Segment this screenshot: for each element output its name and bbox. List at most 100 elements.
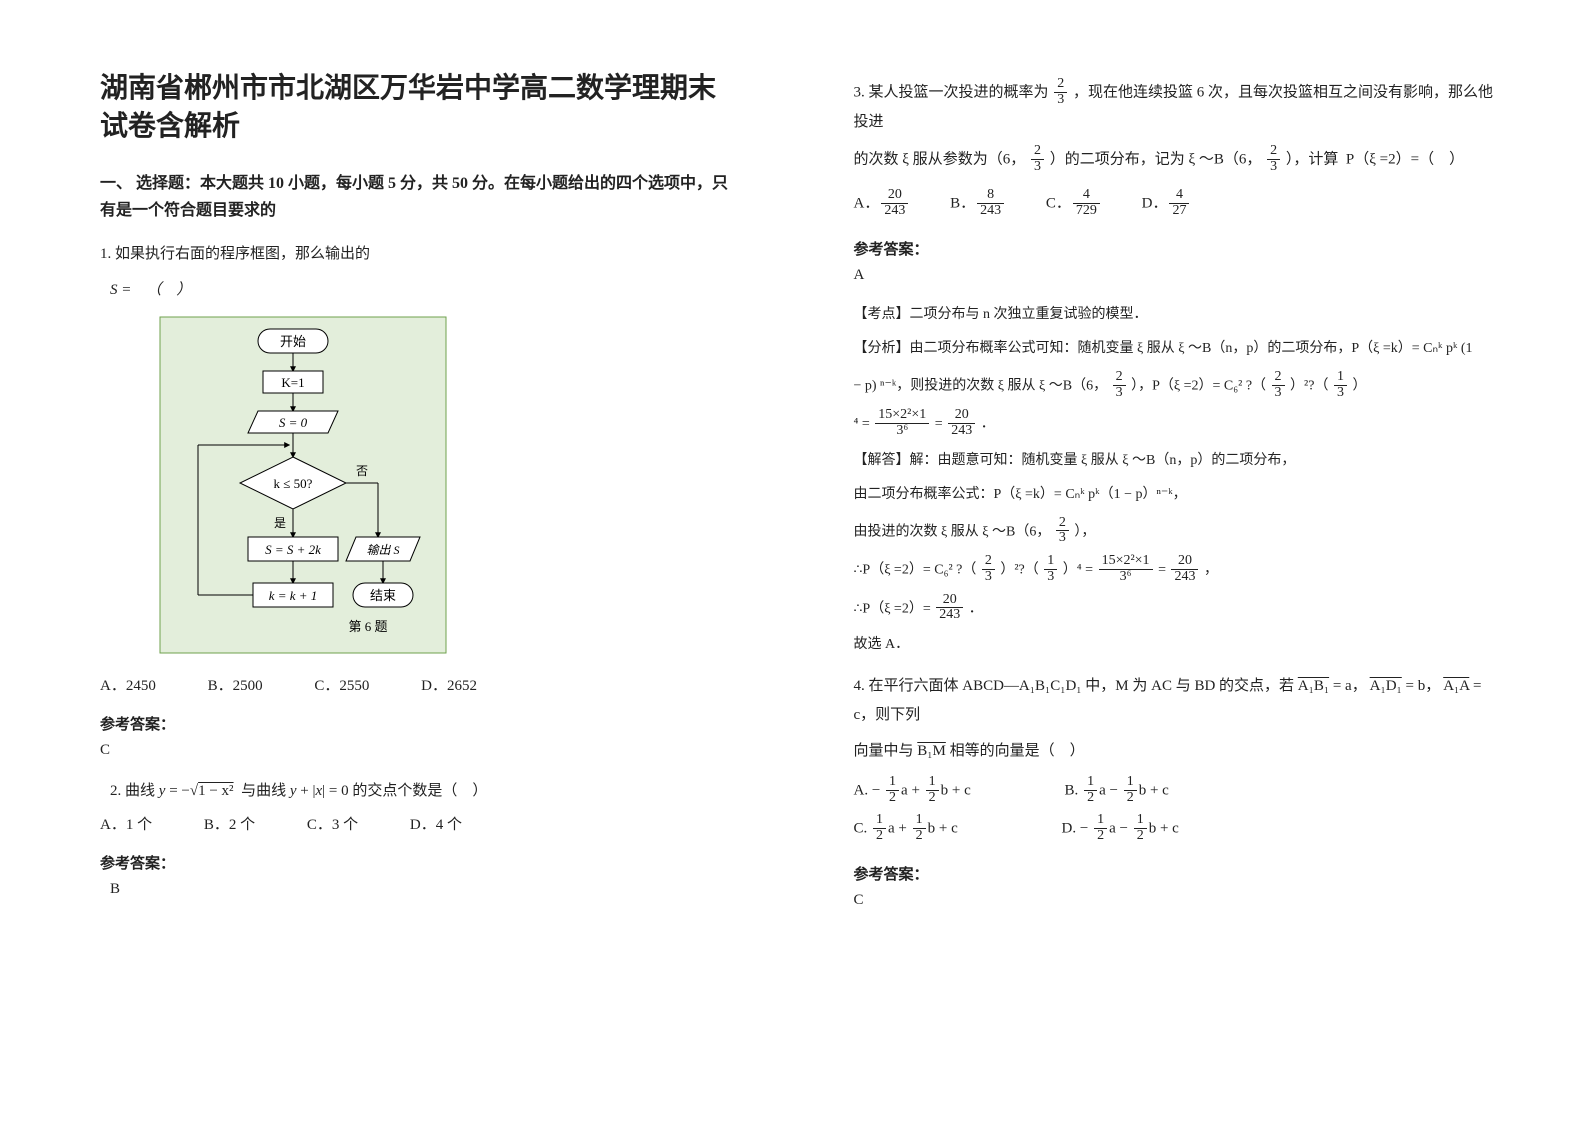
q1-flowchart: 开始 K=1 S = 0 k ≤ 50? 否 是 xyxy=(158,315,448,660)
fc-kinit: K=1 xyxy=(281,375,304,390)
q3-jieda-4: ∴P（ξ =2）= C₆² ?（ 23 ）²?（ 13 ）⁴ = 15×2²×1… xyxy=(854,555,1498,585)
frac-calc: 15×2²×13⁶ xyxy=(1099,554,1153,584)
n: 2 xyxy=(1267,144,1280,160)
q3-opt-c: C．4729 xyxy=(1046,189,1102,219)
d: 243 xyxy=(977,204,1004,219)
frac-20-243: 20243 xyxy=(936,593,963,623)
n: 2 xyxy=(1031,144,1044,160)
section-1-heading: 一、 选择题：本大题共 10 小题，每小题 5 分，共 50 分。在每小题给出的… xyxy=(100,170,734,224)
d: 2 xyxy=(1094,829,1107,844)
t: = xyxy=(1158,563,1169,578)
t: − p) ⁿ⁻ᵏ，则投进的次数 ξ 服从 ξ ～B（6， xyxy=(854,378,1108,393)
d: 3⁶ xyxy=(1099,570,1153,585)
q3-t3: 的次数 ξ 服从参数为（6， xyxy=(854,152,1026,168)
fc-sinit: S = 0 xyxy=(279,415,308,430)
n: 15×2²×1 xyxy=(1099,554,1153,570)
d: 243 xyxy=(948,424,975,439)
t: 4. 在平行六面体 ABCD—A₁B₁C₁D₁ 中，M 为 AC 与 BD 的交… xyxy=(854,678,1298,694)
q3-kaodian: 【考点】二项分布与 n 次独立重复试验的模型． xyxy=(854,302,1498,329)
q1-opt-b: B．2500 xyxy=(208,674,263,695)
q3-jieda-3: 由投进的次数 ξ 服从 ξ ～B（6， 23 ）， xyxy=(854,517,1498,547)
d: 2 xyxy=(913,829,926,844)
q3-t1: 3. 某人投篮一次投进的概率为 xyxy=(854,85,1053,101)
fc-caption: 第 6 题 xyxy=(348,619,387,634)
d: 2 xyxy=(926,791,939,806)
n: 1 xyxy=(913,813,926,829)
d: 27 xyxy=(1169,204,1189,219)
vec-a1b1: A₁B₁ xyxy=(1298,678,1329,694)
n: 1 xyxy=(1044,554,1057,570)
d: 2 xyxy=(1134,829,1147,844)
n: 1 xyxy=(1134,813,1147,829)
q4-answer-label: 参考答案： xyxy=(854,863,1498,884)
fc-yes: 是 xyxy=(274,516,286,530)
q3-final: 故选 A． xyxy=(854,632,1498,659)
t: ⁴ = xyxy=(854,417,870,432)
fc-cond: k ≤ 50? xyxy=(274,476,313,491)
t: = b， xyxy=(1402,678,1440,694)
t: 相等的向量是（ ） xyxy=(950,743,1085,759)
n: 1 xyxy=(1094,813,1107,829)
q2-stem: 2. 曲线 y = −√1 − x² 与曲线 y + |x| = 0 的交点个数… xyxy=(110,777,734,806)
q3-t5: ），计算 P（ξ =2）=（ ） xyxy=(1286,152,1464,168)
q4-stem-1: 4. 在平行六面体 ABCD—A₁B₁C₁D₁ 中，M 为 AC 与 BD 的交… xyxy=(854,672,1498,729)
q3-options: A．20243 B．8243 C．4729 D．427 xyxy=(854,189,1498,219)
q2-opt-d-val: 4 个 xyxy=(436,817,462,833)
d: 3 xyxy=(982,570,995,585)
n: 1 xyxy=(1334,370,1347,386)
q2-options: A．1 个 B．2 个 C．3 个 D．4 个 xyxy=(100,813,734,834)
t: ． xyxy=(969,601,983,616)
n: 1 xyxy=(886,775,899,791)
frac-20-243: 20243 xyxy=(1171,554,1198,584)
d: 3 xyxy=(1267,160,1280,175)
n: 4 xyxy=(1169,188,1189,204)
fc-end: 结束 xyxy=(370,588,396,603)
n: 8 xyxy=(977,188,1004,204)
t: ， xyxy=(1204,563,1218,578)
fc-updates: S = S + 2k xyxy=(265,542,321,557)
q4-options-row1: A. − 12a + 12b + c B. 12a − 12b + c xyxy=(854,776,1498,806)
q2-answer: B xyxy=(110,881,734,898)
q1-s-equals: S = （ ） xyxy=(110,276,734,305)
flowchart-svg: 开始 K=1 S = 0 k ≤ 50? 否 是 xyxy=(158,315,448,655)
t: 向量中与 xyxy=(854,743,918,759)
fc-start: 开始 xyxy=(280,334,306,349)
d: 2 xyxy=(1084,791,1097,806)
q3-opt-a: A．20243 xyxy=(854,189,911,219)
n: 20 xyxy=(948,408,975,424)
t: 【分析】由二项分布概率公式可知：随机变量 ξ 服从 ξ ～B（n，p）的二项分布… xyxy=(854,341,1473,356)
q4-opt-b: B. 12a − 12b + c xyxy=(1065,776,1169,806)
q3-jieda-2: 由二项分布概率公式：P（ξ =k）= Cₙᵏ pᵏ（1 − p）ⁿ⁻ᵏ， xyxy=(854,482,1498,509)
d: 2 xyxy=(886,791,899,806)
d: 3 xyxy=(1044,570,1057,585)
d: 3 xyxy=(1056,531,1069,546)
fc-updatek: k = k + 1 xyxy=(269,588,318,603)
n: 20 xyxy=(936,593,963,609)
frac-20-243: 20243 xyxy=(948,408,975,438)
d: 3 xyxy=(1334,386,1347,401)
frac-2-3: 23 xyxy=(1272,370,1285,400)
frac-calc: 15×2²×13⁶ xyxy=(875,408,929,438)
q1-opt-d: D．2652 xyxy=(421,674,477,695)
fc-output: 输出 S xyxy=(366,543,399,557)
n: 2 xyxy=(1054,77,1067,93)
d: 243 xyxy=(881,204,908,219)
n: 2 xyxy=(982,554,995,570)
q2-opt-b: B．2 个 xyxy=(204,813,255,834)
q3-opt-b: B．8243 xyxy=(950,189,1006,219)
frac-2-3: 23 xyxy=(1113,370,1126,400)
q2-opt-a: A．1 个 xyxy=(100,813,152,834)
q4-opt-c: C. 12a + 12b + c xyxy=(854,814,958,844)
d: 2 xyxy=(1124,791,1137,806)
q1-opt-c-val: 2550 xyxy=(339,678,369,694)
d: 3 xyxy=(1113,386,1126,401)
q1-opt-a: A．2450 xyxy=(100,674,156,695)
frac-2-3: 23 xyxy=(1056,516,1069,546)
d: 3⁶ xyxy=(875,424,929,439)
t: ），P（ξ =2）= C₆² ?（ xyxy=(1131,378,1266,393)
q2-opt-c: C．3 个 xyxy=(307,813,358,834)
t: ） xyxy=(1352,378,1366,393)
q3-opt-d: D．427 xyxy=(1142,189,1192,219)
n: 2 xyxy=(1056,516,1069,532)
vec-b1m: B₁M xyxy=(917,743,946,759)
